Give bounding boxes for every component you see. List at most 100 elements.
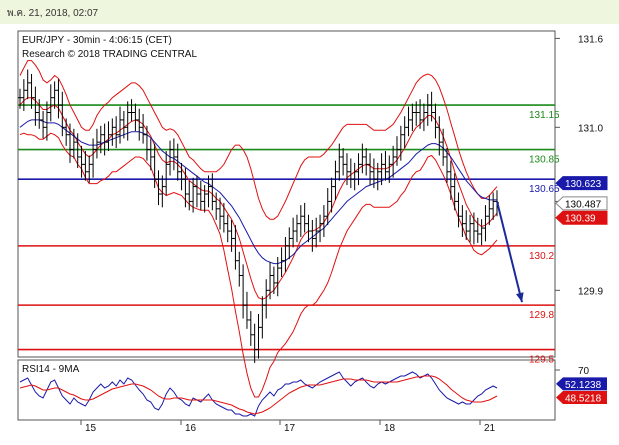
price-bar bbox=[29, 73, 34, 109]
price-bar bbox=[41, 111, 46, 139]
price-bar bbox=[256, 314, 261, 359]
price-bar bbox=[148, 138, 153, 171]
price-bar bbox=[291, 217, 296, 248]
price-bar bbox=[210, 173, 215, 211]
price-bar bbox=[164, 151, 169, 196]
rsi-tag: 52.1238 bbox=[556, 377, 607, 391]
price-bar bbox=[171, 138, 176, 171]
price-bar bbox=[275, 256, 280, 297]
price-tag-box-2 bbox=[555, 210, 608, 225]
price-bar bbox=[244, 291, 249, 329]
price-bar bbox=[406, 106, 411, 137]
price-tags: 130.623 130.487 130.39 bbox=[555, 176, 608, 225]
price-bar bbox=[218, 197, 223, 230]
price-bar bbox=[252, 323, 257, 363]
price-bar bbox=[137, 108, 142, 141]
rsi-line bbox=[19, 371, 498, 417]
price-bar bbox=[429, 91, 434, 122]
main-panel-frame bbox=[17, 30, 556, 358]
rsi-tag-label-0: 52.1238 bbox=[565, 380, 602, 391]
price-bar bbox=[214, 192, 219, 220]
price-bar bbox=[337, 143, 342, 181]
price-bar bbox=[348, 158, 353, 189]
price-bar bbox=[460, 205, 465, 237]
bollinger-lower-line bbox=[19, 132, 498, 398]
price-bar bbox=[414, 101, 419, 126]
price-bar bbox=[144, 125, 149, 161]
price-bar bbox=[394, 136, 399, 166]
price-tag: 130.487 bbox=[555, 196, 608, 211]
price-bar bbox=[264, 279, 269, 319]
price-bar bbox=[18, 88, 22, 109]
price-bar bbox=[437, 116, 442, 156]
time-tick-label-4: 21 bbox=[484, 423, 496, 434]
time-tick-label-0: 15 bbox=[85, 423, 97, 434]
price-bar bbox=[98, 125, 103, 154]
forecast-arrow-shaft bbox=[496, 201, 523, 303]
price-tag-box-1 bbox=[555, 196, 608, 211]
price-bar bbox=[379, 153, 384, 186]
chart-subtitle: Research © 2018 TRADING CENTRAL bbox=[22, 49, 197, 60]
level-label-5: 129.5 bbox=[529, 355, 554, 366]
price-bar bbox=[91, 138, 96, 178]
price-bar bbox=[468, 214, 473, 243]
price-bar bbox=[248, 311, 253, 346]
price-bar bbox=[398, 125, 403, 161]
price-bar bbox=[187, 180, 192, 211]
price-bar bbox=[21, 79, 26, 112]
price-bar bbox=[260, 296, 265, 339]
price-bar bbox=[271, 266, 276, 295]
price-bar bbox=[421, 103, 426, 132]
price-bar bbox=[375, 162, 380, 191]
rsi-tag: 48.5218 bbox=[556, 390, 607, 404]
price-bar bbox=[60, 91, 65, 137]
price-bar bbox=[321, 205, 326, 237]
price-bar bbox=[287, 227, 292, 260]
price-bar bbox=[475, 217, 480, 243]
price-bar bbox=[118, 106, 123, 144]
price-tag-label-1: 130.487 bbox=[565, 199, 602, 210]
price-bar bbox=[425, 93, 430, 126]
price-bar bbox=[56, 79, 61, 119]
price-bar bbox=[314, 217, 319, 248]
price-bar bbox=[364, 148, 369, 176]
price-tick-label-0: 129.9 bbox=[578, 286, 603, 297]
price-bar bbox=[341, 148, 346, 176]
price-bar bbox=[183, 168, 188, 208]
rsi-lines: 70 52.1238 48.5218 bbox=[19, 366, 607, 417]
price-bar bbox=[452, 173, 457, 211]
price-bar bbox=[168, 140, 173, 176]
rsi-ma-line bbox=[19, 375, 498, 415]
price-bar bbox=[156, 170, 161, 206]
price-bar bbox=[279, 247, 284, 277]
time-tick-label-1: 16 bbox=[185, 423, 197, 434]
price-bar bbox=[344, 153, 349, 186]
rsi-tick-label-0: 70 bbox=[578, 366, 590, 377]
bollinger-upper-line bbox=[19, 60, 498, 220]
indicator-lines bbox=[19, 60, 498, 398]
header-date: พ.ค. 21, 2018, 02:07 bbox=[7, 8, 99, 19]
price-bar bbox=[194, 175, 199, 208]
price-bar bbox=[383, 151, 388, 181]
level-label-3: 130.2 bbox=[529, 251, 554, 262]
level-label-0: 131.15 bbox=[529, 110, 560, 121]
moving-average-fast-line bbox=[19, 97, 498, 300]
price-bar bbox=[310, 219, 315, 252]
price-bar bbox=[233, 225, 238, 270]
price-bar bbox=[402, 116, 407, 149]
price-bar bbox=[410, 103, 415, 132]
price-bar bbox=[52, 81, 57, 109]
support-resistance-levels: 131.15 130.85 130.65 130.2 129.8 129.5 bbox=[18, 104, 560, 366]
moving-average-slow-line bbox=[19, 119, 497, 265]
price-bar bbox=[241, 264, 246, 319]
time-tick-label-3: 18 bbox=[384, 423, 396, 434]
price-bar bbox=[356, 153, 361, 186]
price-bar bbox=[129, 99, 134, 122]
price-bar bbox=[433, 103, 438, 139]
price-tick-label-2: 131.0 bbox=[578, 123, 603, 134]
price-bar bbox=[37, 99, 42, 129]
price-bar bbox=[102, 123, 107, 156]
price-bar bbox=[121, 111, 126, 139]
price-bar bbox=[371, 158, 376, 189]
